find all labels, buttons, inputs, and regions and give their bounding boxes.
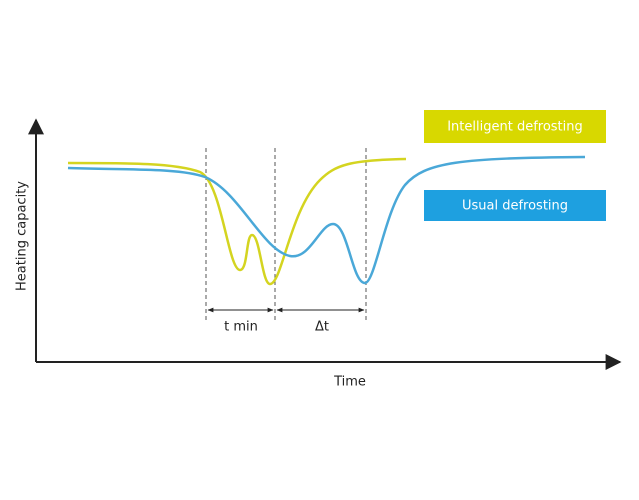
usual-curve	[67, 155, 586, 285]
interval-label: Δt	[315, 320, 329, 335]
legend-label: Usual defrosting	[462, 199, 568, 214]
y-axis-label: Heating capacity	[15, 181, 30, 291]
legend-label: Intelligent defrosting	[447, 120, 583, 135]
x-axis-label: Time	[333, 375, 366, 390]
interval-label: t min	[224, 320, 258, 335]
legend-swatch	[424, 110, 606, 143]
legend-swatch	[424, 190, 606, 221]
intelligent-curve	[67, 157, 407, 286]
